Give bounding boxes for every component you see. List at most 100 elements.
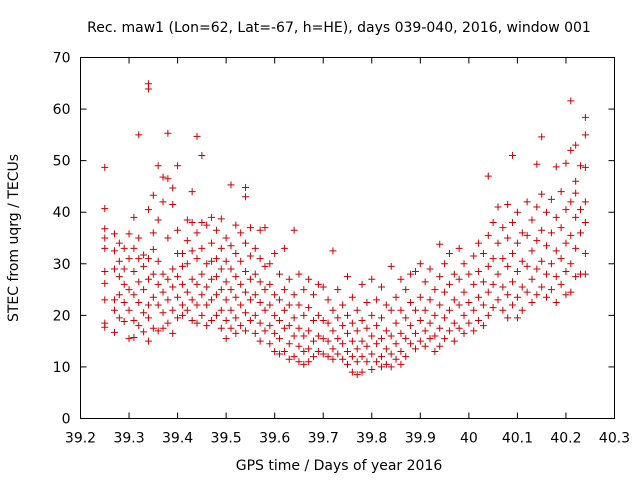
y-tick-label: 60 [53,102,71,118]
data-point [159,198,167,206]
data-point [377,363,385,371]
x-tick-label: 39.4 [162,431,193,447]
data-point [416,337,424,345]
data-point [470,327,478,335]
data-point [358,317,366,325]
data-point [276,335,284,343]
data-point [392,293,400,301]
data-point [251,244,259,252]
data-point [489,255,497,263]
data-point [101,268,109,276]
data-point [271,291,279,299]
data-point [203,301,211,309]
data-point [450,337,458,345]
data-point [504,262,512,270]
data-point [178,249,186,257]
data-point [149,324,157,332]
data-point [135,131,143,139]
data-point [344,360,351,368]
data-point [305,304,313,312]
data-point [212,226,220,234]
data-point [581,131,589,139]
data-point [276,350,284,358]
data-point [577,206,585,214]
data-point [135,322,143,330]
data-point [547,260,555,268]
data-point [441,314,449,322]
data-point [581,249,589,257]
data-point [305,345,313,353]
data-point [479,249,487,257]
data-point [222,234,230,242]
x-tick-label: 40.1 [502,431,533,447]
data-points [101,80,589,379]
data-point [499,283,507,291]
data-point [242,239,250,247]
data-point [475,293,483,301]
data-point [300,347,308,355]
data-point [402,314,410,322]
data-point [567,97,575,105]
data-point [572,141,580,149]
data-point [295,324,303,332]
data-point [285,355,293,363]
data-point [110,230,118,238]
data-point [377,314,385,322]
data-point [552,273,560,281]
x-tick-label: 39.5 [211,431,242,447]
data-point [237,257,245,265]
x-tick-label: 39.9 [405,431,436,447]
data-point [445,249,453,257]
data-point [504,314,512,322]
data-point [416,260,424,268]
data-point [552,247,560,255]
data-point [217,306,225,314]
data-point [489,280,497,288]
data-point [426,296,434,304]
data-point [188,247,196,255]
data-point [115,291,123,299]
data-point [149,191,157,199]
data-point [373,296,381,304]
data-point [334,335,342,343]
data-point [557,280,565,288]
data-point [256,319,264,327]
data-point [373,358,381,366]
data-point [513,239,521,247]
data-point [144,314,152,322]
y-axis: 0 10 20 30 40 50 60 70 [53,51,615,428]
data-point [334,314,342,322]
data-point [377,335,385,343]
x-tick-label: 39.2 [65,431,96,447]
x-tick-label: 39.7 [308,431,339,447]
data-point [339,340,347,348]
data-point [110,247,118,255]
data-point [310,353,318,361]
data-point [348,368,356,376]
data-point [135,255,143,263]
data-point [101,205,109,213]
x-tick-label: 39.3 [113,431,144,447]
data-point [222,317,230,325]
data-point [436,324,444,332]
data-point [188,275,196,283]
data-point [178,301,186,309]
data-point [115,257,123,265]
data-point [489,304,497,312]
data-point [319,335,327,343]
data-point [513,293,521,301]
data-point [305,358,313,366]
data-point [518,229,526,237]
data-point [460,260,468,268]
data-point [232,221,240,229]
data-point [504,234,512,242]
data-point [377,353,385,361]
data-point [115,273,123,281]
data-point [125,255,133,263]
data-point [188,296,196,304]
data-point [479,278,487,286]
data-point [509,301,517,309]
data-point [130,317,138,325]
data-point [533,160,541,168]
data-point [319,317,327,325]
